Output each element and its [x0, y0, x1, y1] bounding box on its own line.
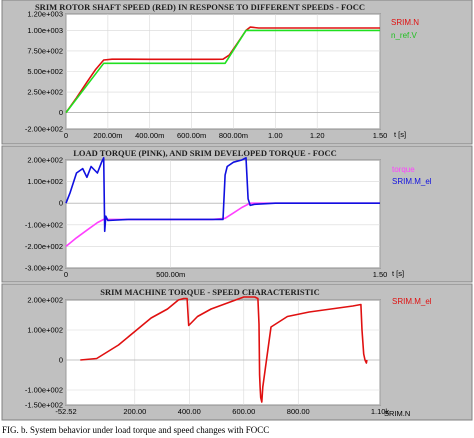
figure-caption: FIG. b. System behavior under load torqu… — [2, 425, 269, 435]
chart-2-ytick-label: -1.00e+002 — [25, 220, 63, 229]
chart-1-ytick-label: 1.20e+003 — [27, 10, 63, 19]
chart-3-legend: SRIM.M_el — [392, 297, 432, 306]
chart-1-xtick-label: 1.00 — [268, 131, 283, 140]
chart-2-series-srim-m-el-line — [65, 157, 380, 233]
chart-1-ytick-label: 2.50e+002 — [27, 88, 63, 97]
chart-1-title: SRIM ROTOR SHAFT SPEED (RED) IN RESPONSE… — [35, 2, 365, 12]
chart-3-xlabel: SRIM.N — [384, 409, 410, 418]
chart-2-title: LOAD TORQUE (PINK), AND SRIM DEVELOPED T… — [73, 148, 337, 158]
chart-1-xlabel: t [s] — [394, 130, 406, 139]
legend-1-n-ref: n_ref.V — [391, 31, 417, 40]
chart-3-ytick-label: -1.50e+002 — [25, 401, 63, 410]
chart-3-xtick-label: 600.00 — [232, 407, 255, 416]
chart-1-xtick-label: 400.00m — [135, 131, 164, 140]
chart-1-legend: SRIM.N n_ref.V — [391, 18, 419, 40]
chart-2-legend: torque SRIM.M_el — [392, 165, 432, 186]
chart-2-xlabel: t [s] — [392, 269, 404, 278]
chart-1-series-srim-n-line — [65, 26, 380, 114]
chart-1-marks: 1.20e+003 1.00e+003 7.50e+002 5.00e+002 2.50… — [25, 10, 387, 141]
chart-2-xtick-label: 0 — [64, 270, 68, 279]
chart-1-series-n-ref-v-line — [65, 29, 380, 114]
chart-1-ytick-label: -2.00e+002 — [25, 125, 63, 134]
chart-3-ytick-label: -1.00e+002 — [25, 386, 63, 395]
chart-1-xtick-label: 1.20 — [310, 131, 325, 140]
chart-3-ytick-label: 2.00e+002 — [27, 296, 63, 305]
chart-2-ytick-label: -2.00e+002 — [25, 242, 63, 251]
chart-2-ytick-label: -3.00e+002 — [25, 264, 63, 273]
chart-3-xtick-label: -52.52 — [55, 407, 76, 416]
legend-2-torque: torque — [392, 165, 415, 174]
chart-3-ytick-label: 1.00e+002 — [27, 326, 63, 335]
legend-1-srim-n: SRIM.N — [391, 18, 419, 27]
chart-1-ytick-label: 7.50e+002 — [27, 46, 63, 55]
chart-1-xtick-label: 800.00m — [219, 131, 248, 140]
chart-panel-3: SRIM MACHINE TORQUE - SPEED CHARACTERIST… — [1, 283, 473, 421]
chart-1-xtick-label: 600.00m — [177, 131, 206, 140]
chart-3-ytick-label: 0 — [59, 356, 63, 365]
chart-3-xtick-label: 400.00 — [178, 407, 201, 416]
chart-1-xtick-label: 0 — [64, 131, 68, 140]
chart-2-ytick-label: 0 — [59, 199, 63, 208]
chart-3-marks: 2.00e+002 1.00e+002 0 -1.00e+002 -1.50e+002-… — [25, 296, 390, 417]
chart-1-ytick-label: 5.00e+002 — [27, 67, 63, 76]
chart-3-xtick-label: 200.00 — [123, 407, 146, 416]
chart-3-xtick-label: 800.00 — [287, 407, 310, 416]
chart-1-xtick-label: 1.50 — [373, 131, 388, 140]
chart-3-title: SRIM MACHINE TORQUE - SPEED CHARACTERIST… — [100, 287, 320, 297]
chart-2-xtick-label: 1.50 — [373, 270, 388, 279]
chart-1-ytick-label: 0 — [59, 108, 63, 117]
plot-area-3 — [65, 299, 381, 406]
chart-1-xtick-label: 200.00m — [93, 131, 122, 140]
chart-3-xtick-label: 1.10k — [371, 407, 390, 416]
legend-2-srim-m-el: SRIM.M_el — [392, 177, 432, 186]
chart-2-ytick-label: 1.00e+002 — [27, 177, 63, 186]
chart-panel-2: LOAD TORQUE (PINK), AND SRIM DEVELOPED T… — [1, 145, 473, 283]
chart-3-series-srim-m-el-line — [80, 296, 368, 403]
chart-2-ytick-label: 2.00e+002 — [27, 156, 63, 165]
legend-3-srim-m-el: SRIM.M_el — [392, 297, 432, 306]
chart-panel-1: SRIM ROTOR SHAFT SPEED (RED) IN RESPONSE… — [1, 0, 473, 145]
chart-1-ytick-label: 1.00e+003 — [27, 26, 63, 35]
chart-2-xtick-label: 500.00m — [156, 270, 185, 279]
chart-2-marks: 2.00e+002 1.00e+002 0 -1.00e+002 -2.00e+002 -… — [25, 156, 387, 280]
